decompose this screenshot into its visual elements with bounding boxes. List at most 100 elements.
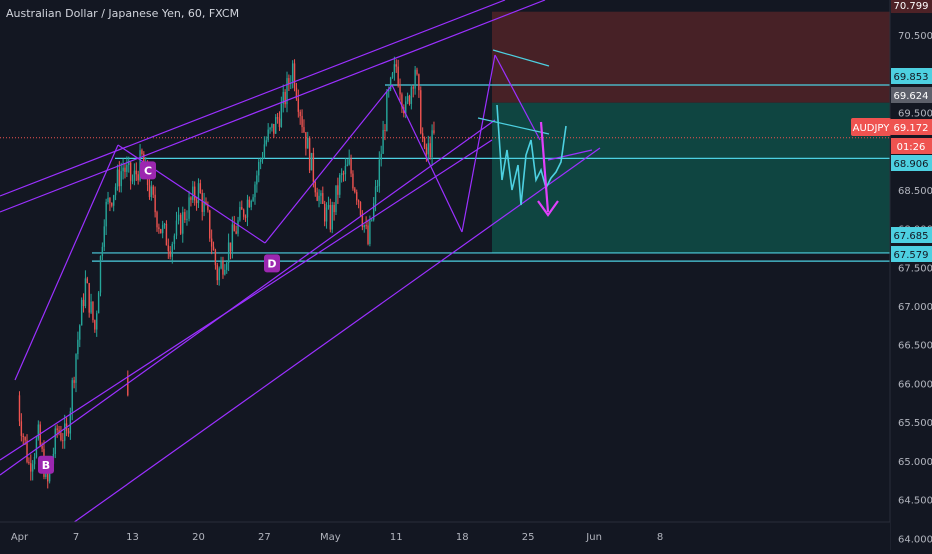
candle-body (361, 215, 364, 228)
stop-loss-zone (492, 11, 890, 103)
candle-body (363, 225, 365, 228)
candle-body (209, 210, 211, 239)
time-axis[interactable]: Apr 7 13 20 27 May 11 18 25 Jun 8 (0, 521, 890, 550)
candle-body (24, 436, 26, 441)
candle-body (342, 173, 345, 175)
price-label-text: 69.172 (894, 123, 929, 134)
date-tick-label: 20 (192, 532, 205, 543)
candle-body (128, 162, 130, 165)
candle-body (63, 423, 66, 441)
symbol-badge (851, 118, 891, 136)
candle-body (182, 212, 184, 234)
candle-body (86, 278, 89, 284)
price-label-text: 67.579 (894, 250, 929, 261)
position-zones (492, 11, 890, 253)
candle-body (31, 464, 34, 472)
price-label-line (891, 246, 932, 262)
price-tick-label: 66.000 (898, 379, 932, 390)
candle-body (399, 86, 401, 95)
candle-body (252, 197, 254, 201)
candle-body (333, 204, 335, 213)
price-label-text: 70.799 (894, 1, 929, 12)
candle-body (297, 98, 300, 112)
candle-body (143, 154, 145, 166)
candle-body (425, 147, 428, 155)
candle-body (48, 469, 51, 482)
candle-body (216, 265, 218, 281)
candle-body (107, 197, 109, 202)
date-tick-label: 7 (73, 532, 79, 543)
triangle-lower-line (477, 117, 550, 135)
price-tick-label: 64.500 (898, 496, 932, 507)
candle-body (284, 91, 286, 105)
triangle-upper-line (492, 49, 550, 67)
candle-body (161, 225, 164, 234)
price-tick-label: 65.000 (898, 457, 932, 468)
candle-body (94, 320, 96, 330)
price-label-text: 67.685 (894, 231, 929, 242)
candle-body (299, 111, 301, 117)
candle-body (201, 192, 203, 212)
abcd-leg (547, 149, 593, 161)
candle-body (276, 117, 279, 119)
candle-body (386, 91, 388, 132)
abcd-leg (14, 144, 119, 381)
candle-body (22, 435, 24, 437)
price-label-text: 68.906 (894, 159, 929, 170)
candle-body (378, 159, 381, 186)
candle-body (322, 193, 324, 204)
candle-body (237, 220, 239, 234)
abcd-leg (494, 54, 541, 141)
candle-body (376, 185, 379, 187)
candle-body (82, 299, 85, 307)
candles (18, 56, 435, 489)
candle-body (18, 395, 21, 422)
candle-body (393, 64, 396, 74)
candle-body (412, 87, 414, 89)
candle-body (423, 138, 426, 148)
candle-body (105, 201, 107, 227)
candle-body (427, 143, 430, 155)
candle-body (303, 127, 305, 133)
candle-body (154, 194, 156, 213)
candle-body (307, 137, 309, 149)
candle-body (226, 262, 228, 270)
candle-body (177, 214, 180, 221)
candle-body (414, 69, 416, 89)
candle-body (401, 94, 403, 108)
price-label-text: 01:26 (897, 142, 926, 153)
candle-body (329, 204, 332, 230)
channel-line (0, 119, 496, 476)
candle-body (235, 231, 237, 234)
candle-body (92, 301, 94, 321)
candle-body (286, 78, 288, 105)
candle-body (141, 150, 143, 155)
candle-body (67, 430, 70, 434)
candle-body (295, 87, 298, 99)
candle-body (109, 197, 111, 203)
candle-body (173, 235, 176, 244)
candle-body (71, 380, 73, 412)
candle-body (278, 118, 281, 127)
date-tick-label: 18 (456, 532, 469, 543)
channel-line (0, 139, 493, 461)
candle-body (259, 159, 262, 162)
candle-body (397, 66, 399, 87)
candle-body (188, 197, 190, 219)
candle-body (365, 225, 367, 227)
candle-body (227, 242, 230, 263)
horizontal-levels (0, 84, 890, 262)
candle-body (380, 153, 382, 160)
candle-body (389, 77, 392, 90)
price-tick-label: 69.500 (898, 108, 932, 119)
price-tick-label: 67.000 (898, 302, 932, 313)
upper-channel-line (0, 0, 506, 197)
price-tick-label: 64.000 (898, 534, 932, 545)
candle-body (190, 197, 192, 200)
pattern-marker-c (140, 161, 156, 180)
price-label-entry (891, 87, 932, 103)
candle-body (310, 153, 313, 171)
candle-body (62, 440, 64, 442)
